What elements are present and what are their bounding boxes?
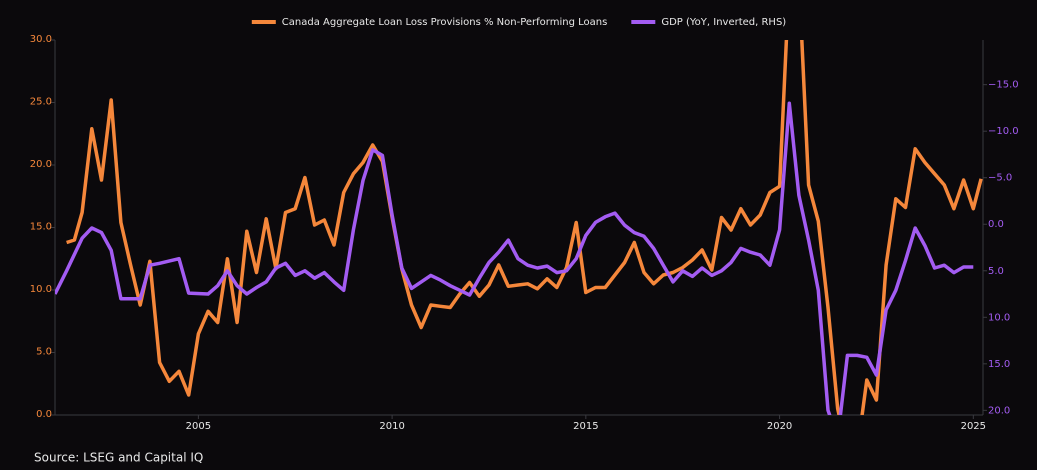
y2-tick-label: −15.0 — [988, 80, 1019, 91]
x-tick-label: 2025 — [961, 421, 986, 432]
y2-tick-label: 5.0 — [988, 266, 1004, 277]
y2-tick-label: −5.0 — [988, 173, 1012, 184]
x-tick-label: 2010 — [379, 421, 404, 432]
y-tick-label: 15.0 — [30, 222, 52, 233]
y-tick-label: 5.0 — [36, 347, 52, 358]
legend: Canada Aggregate Loan Loss Provisions % … — [251, 17, 786, 28]
series-line — [66, 40, 983, 415]
plot-area — [55, 40, 983, 415]
y-tick-label: 0.0 — [36, 409, 52, 420]
y-tick-label: 30.0 — [30, 34, 52, 45]
y2-tick-label: 15.0 — [988, 359, 1010, 370]
source-note: Source: LSEG and Capital IQ — [34, 451, 203, 465]
legend-label: GDP (YoY, Inverted, RHS) — [661, 17, 786, 28]
y2-tick-label: 10.0 — [988, 312, 1010, 323]
y-tick-label: 20.0 — [30, 159, 52, 170]
y2-tick-label: 0.0 — [988, 219, 1004, 230]
y2-tick-label: −10.0 — [988, 126, 1019, 137]
x-tick-label: 2005 — [186, 421, 211, 432]
x-tick-label: 2015 — [573, 421, 598, 432]
x-tick-label: 2020 — [767, 421, 792, 432]
legend-label: Canada Aggregate Loan Loss Provisions % … — [282, 17, 608, 28]
y-tick-label: 25.0 — [30, 97, 52, 108]
series-line — [55, 101, 974, 415]
y2-tick-label: 20.0 — [988, 405, 1010, 416]
y-tick-label: 10.0 — [30, 284, 52, 295]
